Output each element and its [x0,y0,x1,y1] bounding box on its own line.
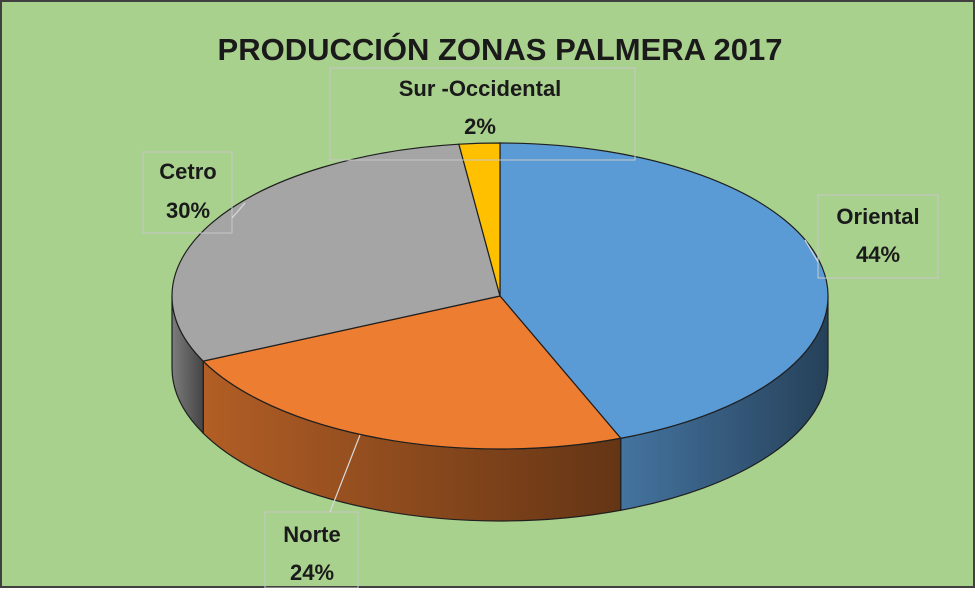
value-label: 2% [464,114,496,139]
pie-slice [458,142,501,297]
chart-title: PRODUCCIÓN ZONAS PALMERA 2017 [218,31,783,67]
label-box [329,67,636,161]
leader-line [231,202,246,219]
category-label: Oriental [836,204,919,229]
label-box [142,151,233,234]
value-label: 44% [856,242,900,267]
value-label: 24% [290,560,334,585]
category-label: Sur -Occidental [399,76,562,101]
pie-slice [499,142,829,439]
label-box [817,194,939,279]
category-label: Norte [283,522,340,547]
leader-line [804,239,819,263]
pie-slice [171,143,501,362]
category-label: Cetro [159,159,216,184]
leader-line [329,434,361,513]
value-label: 30% [166,198,210,223]
pie-tops [171,142,829,450]
pie-slice [202,295,622,450]
data-labels: Oriental 44% Norte 24% Cetro 30% Sur -Occident… [142,67,939,589]
